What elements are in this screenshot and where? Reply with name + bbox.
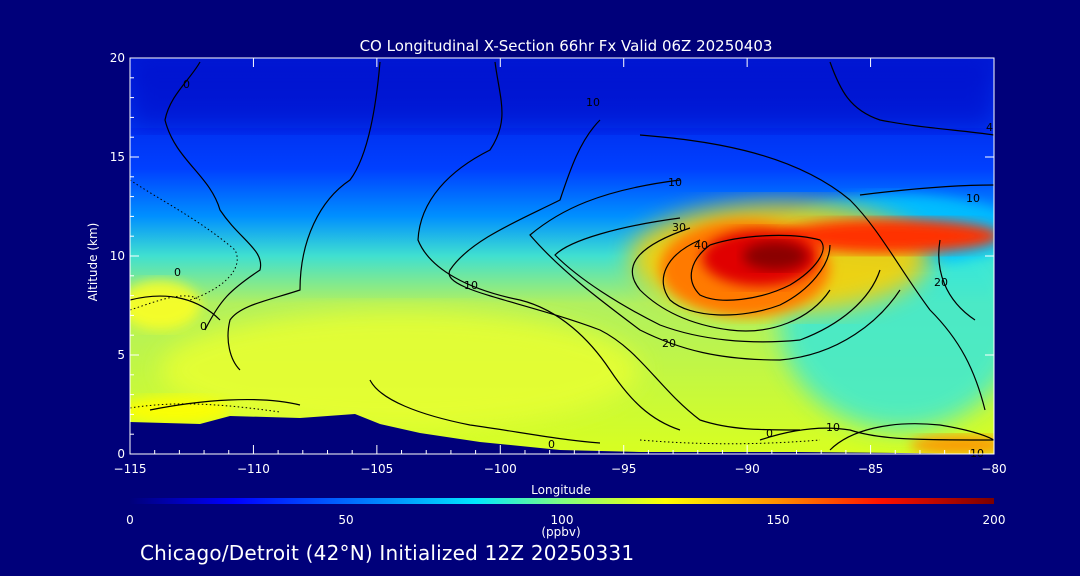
- contour-label: 0: [548, 438, 555, 451]
- contour-label: 0: [174, 266, 181, 279]
- colorbar-tick-label: 150: [767, 513, 790, 527]
- y-axis-label: Altitude (km): [86, 223, 100, 302]
- y-axis: 0 5 10 15 20: [110, 51, 994, 461]
- colorbar-tick-label: 200: [983, 513, 1006, 527]
- y-tick-label: 10: [110, 249, 125, 263]
- contour-lines: [130, 61, 994, 451]
- x-axis-label: Longitude: [531, 483, 591, 497]
- colorbar-tick-label: 100: [551, 513, 574, 527]
- colorbar: [130, 498, 994, 504]
- x-tick-label: −85: [858, 462, 883, 476]
- x-tick-label: −100: [484, 462, 517, 476]
- x-tick-label: −115: [114, 462, 147, 476]
- y-tick-label: 5: [117, 348, 125, 362]
- footer-caption: Chicago/Detroit (42°N) Initialized 12Z 2…: [140, 541, 635, 565]
- contour-dotted-lines: [130, 179, 821, 445]
- y-tick-label: 15: [110, 150, 125, 164]
- contour-label: 40: [694, 239, 708, 252]
- colorbar-tick-label: 50: [338, 513, 353, 527]
- x-tick-label: −105: [360, 462, 393, 476]
- contour-label: 30: [672, 221, 686, 234]
- contour-label: 10: [826, 421, 840, 434]
- co-field-fill: [130, 58, 994, 454]
- contour-label: 0: [766, 427, 773, 440]
- colorbar-unit-label: (ppbv): [541, 525, 580, 539]
- contour-label: 10: [586, 96, 600, 109]
- contour-label: 4: [986, 121, 993, 134]
- x-tick-label: −90: [734, 462, 759, 476]
- x-tick-label: −80: [981, 462, 1006, 476]
- contour-label: 10: [966, 192, 980, 205]
- contour-label: 0: [200, 320, 207, 333]
- contour-label: 20: [662, 337, 676, 350]
- contour-label: 0: [183, 78, 190, 91]
- chart-title: CO Longitudinal X-Section 66hr Fx Valid …: [360, 37, 773, 55]
- x-tick-label: −95: [611, 462, 636, 476]
- contour-label: 20: [934, 276, 948, 289]
- y-tick-label: 0: [117, 447, 125, 461]
- y-tick-label: 20: [110, 51, 125, 65]
- colorbar-tick-label: 0: [126, 513, 134, 527]
- contour-label: 10: [464, 279, 478, 292]
- x-tick-label: −110: [237, 462, 270, 476]
- colorbar-ticks: 0 50 100 150 200: [126, 513, 1005, 527]
- contour-label: 10: [668, 176, 682, 189]
- x-axis: −115 −110 −105 −100 −95 −90 −85 −80: [114, 58, 1007, 476]
